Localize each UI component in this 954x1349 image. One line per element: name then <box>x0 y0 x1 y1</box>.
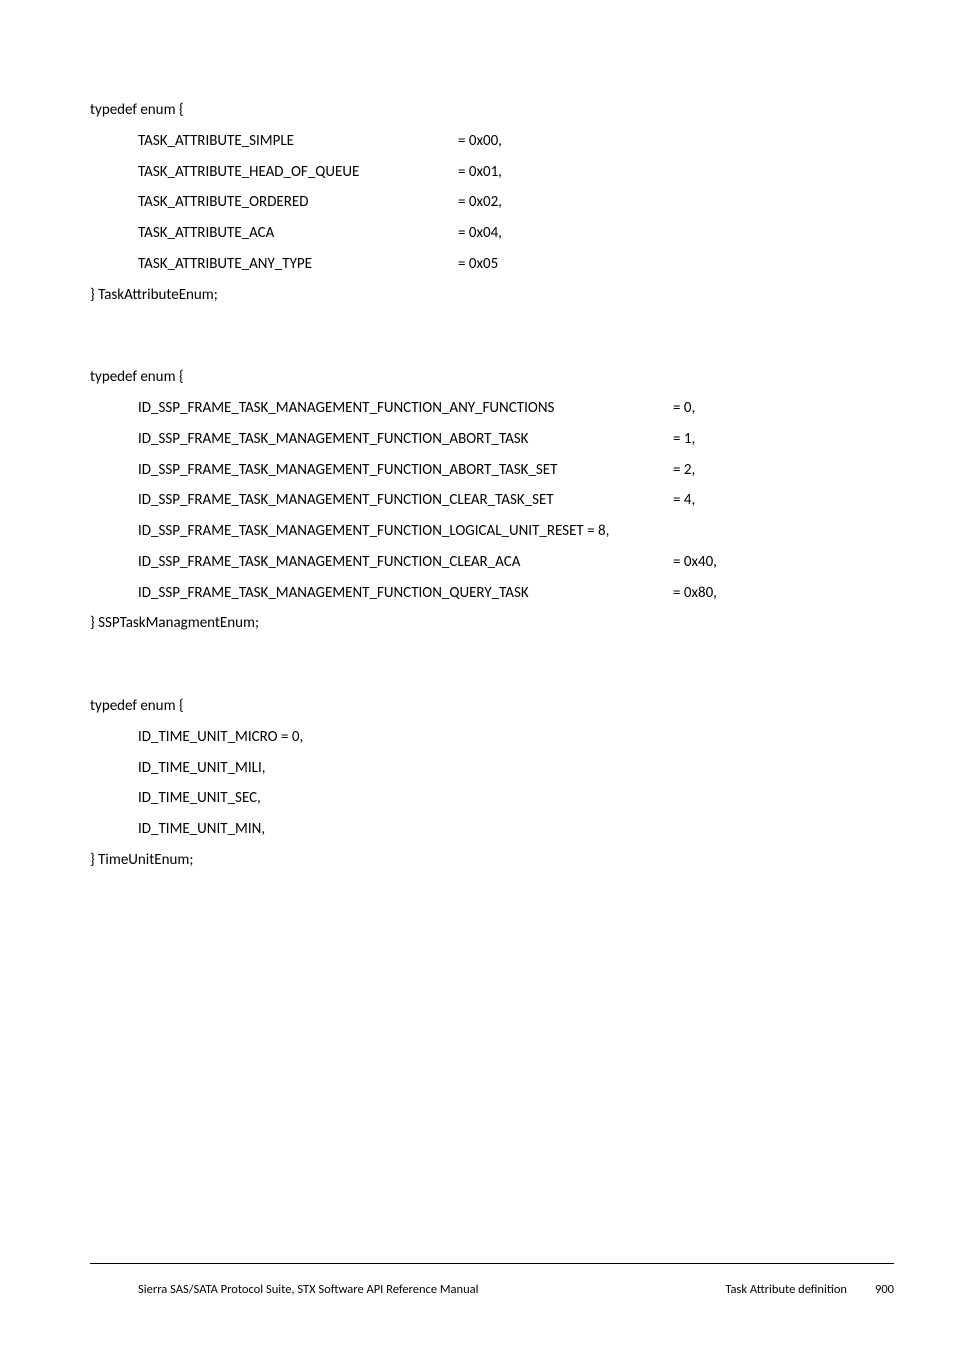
enum-row: ID_SSP_FRAME_TASK_MANAGEMENT_FUNCTION_QU… <box>90 578 864 609</box>
enum-close: } TaskAttributeEnum; <box>90 280 864 311</box>
enum-name: ID_SSP_FRAME_TASK_MANAGEMENT_FUNCTION_QU… <box>138 578 673 609</box>
enum-row: TASK_ATTRIBUTE_ORDERED = 0x02, <box>90 187 864 218</box>
enum-name: TASK_ATTRIBUTE_ORDERED <box>138 187 458 218</box>
enum-value: = 0x04, <box>458 218 864 249</box>
footer-page-number: 900 <box>875 1282 894 1297</box>
enum-row: TASK_ATTRIBUTE_HEAD_OF_QUEUE = 0x01, <box>90 157 864 188</box>
enum-row: ID_SSP_FRAME_TASK_MANAGEMENT_FUNCTION_AB… <box>90 455 864 486</box>
enum-row: ID_SSP_FRAME_TASK_MANAGEMENT_FUNCTION_AN… <box>90 393 864 424</box>
enum-value: = 0x80, <box>673 578 864 609</box>
footer-manual-title: Sierra SAS/SATA Protocol Suite, STX Soft… <box>90 1282 479 1297</box>
enum-row: TASK_ATTRIBUTE_ACA = 0x04, <box>90 218 864 249</box>
enum-name: ID_SSP_FRAME_TASK_MANAGEMENT_FUNCTION_AN… <box>138 393 673 424</box>
enum-name: ID_SSP_FRAME_TASK_MANAGEMENT_FUNCTION_CL… <box>138 547 673 578</box>
enum-name: ID_SSP_FRAME_TASK_MANAGEMENT_FUNCTION_LO… <box>138 516 673 547</box>
enum-open: typedef enum { <box>90 95 864 126</box>
enum-value: = 0x40, <box>673 547 864 578</box>
enum-value: = 0x01, <box>458 157 864 188</box>
enum-row: TASK_ATTRIBUTE_ANY_TYPE = 0x05 <box>90 249 864 280</box>
page-footer: Sierra SAS/SATA Protocol Suite, STX Soft… <box>90 1263 894 1297</box>
enum-row: ID_SSP_FRAME_TASK_MANAGEMENT_FUNCTION_CL… <box>90 485 864 516</box>
enum-line: ID_TIME_UNIT_SEC, <box>90 783 864 814</box>
enum-value: = 1, <box>673 424 864 455</box>
enum-name: TASK_ATTRIBUTE_SIMPLE <box>138 126 458 157</box>
enum-name: ID_SSP_FRAME_TASK_MANAGEMENT_FUNCTION_AB… <box>138 424 673 455</box>
enum-value: = 2, <box>673 455 864 486</box>
enum-row: ID_SSP_FRAME_TASK_MANAGEMENT_FUNCTION_AB… <box>90 424 864 455</box>
enum-name: ID_SSP_FRAME_TASK_MANAGEMENT_FUNCTION_CL… <box>138 485 673 516</box>
enum-close: } TimeUnitEnum; <box>90 845 864 876</box>
enum-open: typedef enum { <box>90 362 864 393</box>
enum-close: } SSPTaskManagmentEnum; <box>90 608 864 639</box>
enum-value: = 0x05 <box>458 249 864 280</box>
enum-row: TASK_ATTRIBUTE_SIMPLE = 0x00, <box>90 126 864 157</box>
enum-name: TASK_ATTRIBUTE_HEAD_OF_QUEUE <box>138 157 458 188</box>
enum-open: typedef enum { <box>90 691 864 722</box>
enum-line: ID_TIME_UNIT_MIN, <box>90 814 864 845</box>
enum-value <box>673 516 864 547</box>
enum-line: ID_TIME_UNIT_MILI, <box>90 753 864 784</box>
enum-line: ID_TIME_UNIT_MICRO = 0, <box>90 722 864 753</box>
enum-value: = 0x00, <box>458 126 864 157</box>
enum-name: ID_SSP_FRAME_TASK_MANAGEMENT_FUNCTION_AB… <box>138 455 673 486</box>
enum-row: ID_SSP_FRAME_TASK_MANAGEMENT_FUNCTION_LO… <box>90 516 864 547</box>
enum-value: = 0x02, <box>458 187 864 218</box>
footer-section-title: Task Attribute definition <box>725 1282 847 1297</box>
footer-divider <box>90 1263 894 1264</box>
enum-value: = 4, <box>673 485 864 516</box>
enum-value: = 0, <box>673 393 864 424</box>
enum-name: TASK_ATTRIBUTE_ACA <box>138 218 458 249</box>
enum-name: TASK_ATTRIBUTE_ANY_TYPE <box>138 249 458 280</box>
enum-row: ID_SSP_FRAME_TASK_MANAGEMENT_FUNCTION_CL… <box>90 547 864 578</box>
